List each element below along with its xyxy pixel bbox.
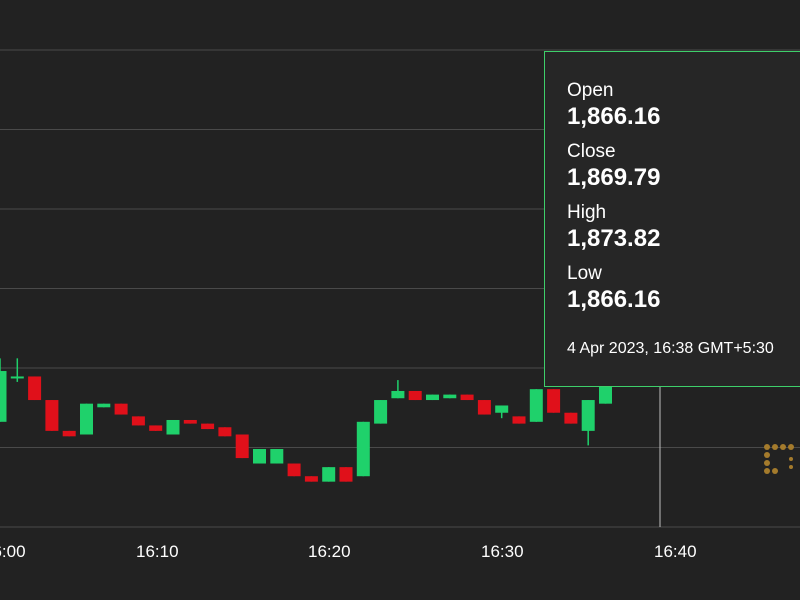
low-label: Low (567, 263, 602, 284)
close-value: 1,869.79 (567, 164, 661, 191)
x-tick-label: 16:10 (136, 542, 179, 561)
gridlines (0, 49, 800, 528)
x-tick-label: 16:40 (654, 542, 697, 561)
candle[interactable] (391, 390, 405, 399)
candle[interactable] (443, 394, 457, 399)
candle[interactable] (149, 425, 163, 431)
candle[interactable] (426, 394, 439, 401)
open-value: 1,866.16 (567, 103, 661, 130)
high-label: High (567, 202, 607, 223)
candle[interactable] (270, 449, 284, 464)
tooltip-date: 4 Apr 2023, 16:38 GMT+5:30 (567, 340, 774, 357)
close-label: Close (567, 141, 616, 162)
candle[interactable] (183, 419, 197, 424)
open-label: Open (567, 80, 614, 101)
candle[interactable] (131, 416, 145, 426)
candle[interactable] (45, 400, 59, 431)
brand-logo-icon (764, 444, 794, 474)
x-axis: 16:00 16:10 16:20 16:30 16:40 (0, 542, 697, 561)
candle[interactable] (253, 449, 266, 464)
candle[interactable] (564, 412, 578, 424)
high-value: 1,873.82 (567, 225, 661, 252)
candle[interactable] (374, 400, 388, 424)
candle[interactable] (235, 434, 249, 459)
candle[interactable] (166, 419, 180, 435)
candle[interactable] (547, 389, 561, 413)
candle[interactable] (322, 467, 336, 482)
candle[interactable] (460, 394, 474, 401)
candle[interactable] (339, 467, 353, 482)
candle[interactable] (62, 430, 76, 437)
candle[interactable] (80, 403, 93, 435)
x-tick-label: 16:20 (308, 542, 351, 561)
x-tick-label: 16:00 (0, 542, 26, 561)
candle[interactable] (512, 416, 526, 424)
candle[interactable] (529, 389, 543, 422)
candle[interactable] (97, 403, 111, 408)
candle[interactable] (356, 421, 370, 477)
candle[interactable] (581, 400, 595, 431)
candle[interactable] (0, 371, 7, 422)
ohlc-tooltip: Open 1,866.16 Close 1,869.79 High 1,873.… (544, 51, 800, 387)
low-value: 1,866.16 (567, 286, 661, 313)
x-tick-label: 16:30 (481, 542, 524, 561)
candle[interactable] (287, 463, 301, 477)
candle[interactable] (304, 476, 318, 482)
candle[interactable] (28, 376, 42, 401)
candle[interactable] (218, 427, 232, 437)
candle[interactable] (408, 390, 422, 401)
candle[interactable] (477, 400, 491, 415)
candle[interactable] (495, 405, 509, 413)
candle[interactable] (10, 376, 24, 379)
candle[interactable] (201, 423, 215, 430)
candle[interactable] (114, 403, 128, 415)
